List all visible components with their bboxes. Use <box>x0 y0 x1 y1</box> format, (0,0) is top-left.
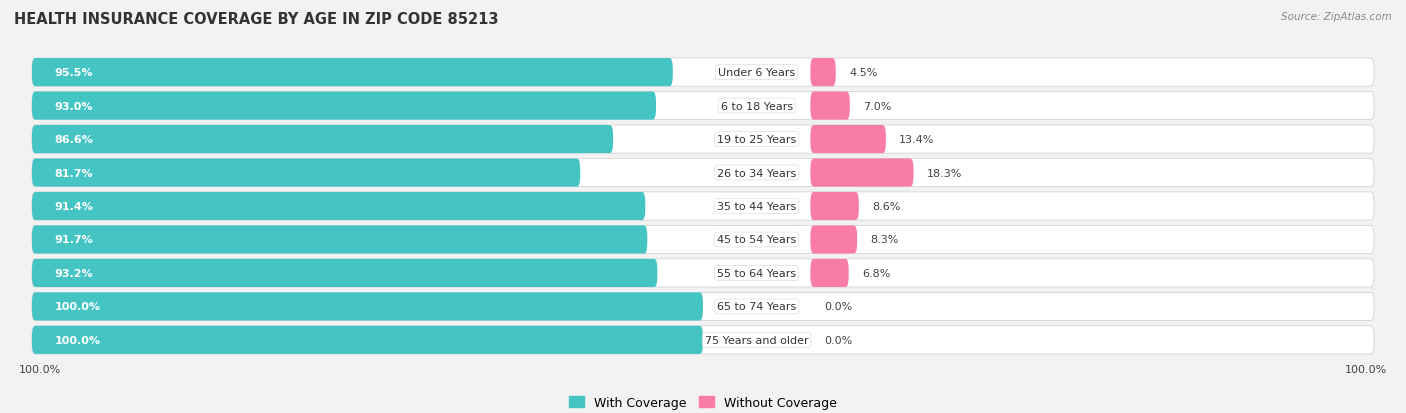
FancyBboxPatch shape <box>810 226 858 254</box>
Text: 0.0%: 0.0% <box>824 335 852 345</box>
Text: 100.0%: 100.0% <box>18 364 60 374</box>
Text: 100.0%: 100.0% <box>55 301 100 312</box>
Legend: With Coverage, Without Coverage: With Coverage, Without Coverage <box>564 391 842 413</box>
Text: 7.0%: 7.0% <box>863 101 891 112</box>
Text: 81.7%: 81.7% <box>55 168 93 178</box>
Text: 65 to 74 Years: 65 to 74 Years <box>717 301 796 312</box>
Text: 0.0%: 0.0% <box>824 301 852 312</box>
Text: 91.7%: 91.7% <box>55 235 93 245</box>
FancyBboxPatch shape <box>32 293 703 321</box>
FancyBboxPatch shape <box>32 159 581 187</box>
Text: 19 to 25 Years: 19 to 25 Years <box>717 135 796 145</box>
Text: Source: ZipAtlas.com: Source: ZipAtlas.com <box>1281 12 1392 22</box>
FancyBboxPatch shape <box>32 226 647 254</box>
Text: HEALTH INSURANCE COVERAGE BY AGE IN ZIP CODE 85213: HEALTH INSURANCE COVERAGE BY AGE IN ZIP … <box>14 12 499 27</box>
FancyBboxPatch shape <box>32 159 1374 187</box>
Text: 91.4%: 91.4% <box>55 202 93 211</box>
Text: Under 6 Years: Under 6 Years <box>718 68 796 78</box>
FancyBboxPatch shape <box>32 293 1374 321</box>
FancyBboxPatch shape <box>810 126 886 154</box>
Text: 8.3%: 8.3% <box>870 235 898 245</box>
FancyBboxPatch shape <box>32 259 1374 287</box>
FancyBboxPatch shape <box>810 192 859 221</box>
Text: 4.5%: 4.5% <box>849 68 877 78</box>
Text: 35 to 44 Years: 35 to 44 Years <box>717 202 796 211</box>
Text: 93.2%: 93.2% <box>55 268 93 278</box>
Text: 100.0%: 100.0% <box>55 335 100 345</box>
FancyBboxPatch shape <box>32 326 1374 354</box>
Text: 55 to 64 Years: 55 to 64 Years <box>717 268 796 278</box>
Text: 6 to 18 Years: 6 to 18 Years <box>721 101 793 112</box>
Text: 26 to 34 Years: 26 to 34 Years <box>717 168 796 178</box>
Text: 45 to 54 Years: 45 to 54 Years <box>717 235 796 245</box>
FancyBboxPatch shape <box>32 59 1374 87</box>
FancyBboxPatch shape <box>32 226 1374 254</box>
Text: 93.0%: 93.0% <box>55 101 93 112</box>
FancyBboxPatch shape <box>32 326 703 354</box>
FancyBboxPatch shape <box>32 126 613 154</box>
FancyBboxPatch shape <box>32 259 658 287</box>
FancyBboxPatch shape <box>32 92 1374 120</box>
FancyBboxPatch shape <box>32 59 673 87</box>
FancyBboxPatch shape <box>32 92 657 120</box>
Text: 6.8%: 6.8% <box>862 268 890 278</box>
FancyBboxPatch shape <box>810 259 849 287</box>
Text: 100.0%: 100.0% <box>1346 364 1388 374</box>
FancyBboxPatch shape <box>32 192 1374 221</box>
FancyBboxPatch shape <box>32 192 645 221</box>
FancyBboxPatch shape <box>810 159 914 187</box>
Text: 8.6%: 8.6% <box>872 202 901 211</box>
FancyBboxPatch shape <box>32 126 1374 154</box>
Text: 75 Years and older: 75 Years and older <box>704 335 808 345</box>
FancyBboxPatch shape <box>810 59 835 87</box>
Text: 95.5%: 95.5% <box>55 68 93 78</box>
Text: 13.4%: 13.4% <box>900 135 935 145</box>
Text: 86.6%: 86.6% <box>55 135 93 145</box>
Text: 18.3%: 18.3% <box>927 168 962 178</box>
FancyBboxPatch shape <box>810 92 849 120</box>
